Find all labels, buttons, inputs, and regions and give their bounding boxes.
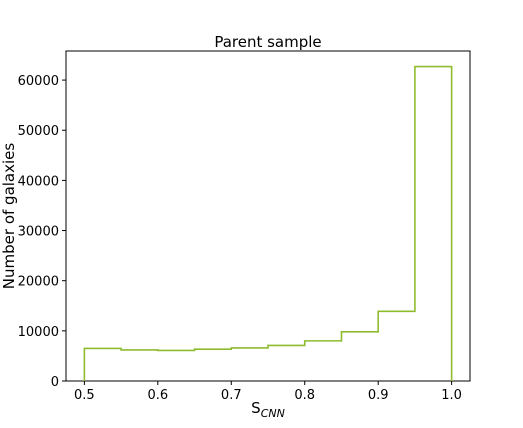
x-axis-title-main: S: [251, 399, 261, 417]
x-axis-title: SCNN: [251, 399, 285, 420]
y-tick-label: 60000: [18, 74, 59, 89]
plot-frame: [65, 50, 471, 382]
y-tick-label: 10000: [18, 325, 59, 340]
x-tick-label: 0.8: [294, 388, 315, 403]
x-axis-ticks: 0.5 0.6 0.7 0.8 0.9 1.0: [74, 381, 462, 403]
y-tick-label: 0: [51, 375, 59, 390]
histogram-step-line: [83, 65, 453, 381]
y-axis-title: Number of galaxies: [0, 143, 18, 290]
y-tick-label: 40000: [18, 174, 59, 189]
y-tick-label: 30000: [18, 225, 59, 240]
x-tick-label: 0.5: [74, 388, 95, 403]
chart-title: Parent sample: [214, 33, 321, 51]
y-axis-ticks: 0 10000 20000 30000 40000 50000 60000: [18, 74, 66, 390]
y-tick-label: 50000: [18, 124, 59, 139]
y-tick-label: 20000: [18, 275, 59, 290]
x-tick-label: 0.9: [368, 388, 389, 403]
x-axis-title-subscript: CNN: [261, 407, 285, 420]
x-tick-label: 0.7: [221, 388, 242, 403]
x-tick-label: 0.6: [147, 388, 168, 403]
x-tick-label: 1.0: [441, 388, 462, 403]
